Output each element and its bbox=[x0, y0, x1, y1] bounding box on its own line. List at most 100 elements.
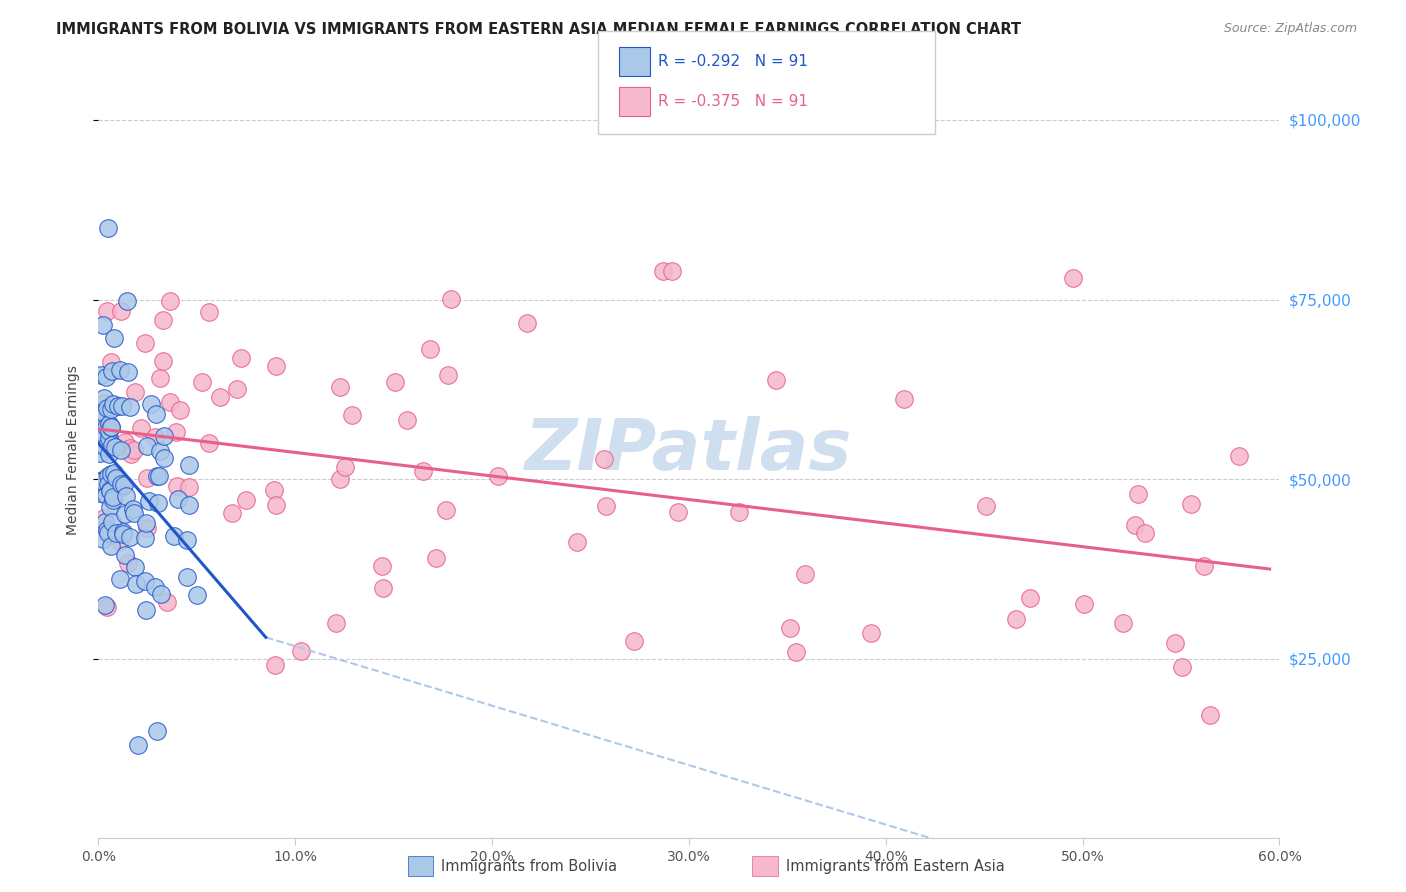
Y-axis label: Median Female Earnings: Median Female Earnings bbox=[66, 366, 80, 535]
Point bbox=[1180, 497, 1202, 511]
Point bbox=[135, 471, 157, 485]
Point bbox=[139, 397, 162, 411]
Point bbox=[103, 331, 125, 345]
Point bbox=[115, 294, 138, 309]
Point bbox=[325, 615, 347, 630]
Text: ZIPatlas: ZIPatlas bbox=[526, 416, 852, 485]
Point bbox=[98, 447, 121, 461]
Point bbox=[145, 408, 167, 422]
Point bbox=[93, 472, 115, 486]
Point bbox=[135, 439, 157, 453]
Point bbox=[100, 419, 122, 434]
Point bbox=[486, 469, 509, 483]
Text: Source: ZipAtlas.com: Source: ZipAtlas.com bbox=[1223, 22, 1357, 36]
Point bbox=[198, 305, 221, 319]
Point bbox=[100, 401, 122, 416]
Text: R = -0.375   N = 91: R = -0.375 N = 91 bbox=[658, 95, 808, 109]
Point bbox=[94, 440, 117, 454]
Point bbox=[264, 359, 287, 373]
Point bbox=[728, 505, 751, 519]
Point bbox=[112, 527, 135, 541]
Point bbox=[177, 498, 200, 512]
Point bbox=[565, 535, 588, 549]
Point bbox=[263, 483, 285, 497]
Point bbox=[1199, 708, 1222, 723]
Point bbox=[235, 492, 257, 507]
Point bbox=[143, 430, 166, 444]
Point bbox=[96, 523, 118, 537]
Point bbox=[100, 539, 122, 553]
Point bbox=[127, 738, 149, 752]
Point bbox=[110, 534, 132, 549]
Point bbox=[94, 599, 117, 613]
Point bbox=[114, 548, 136, 562]
Point bbox=[97, 220, 120, 235]
Point bbox=[114, 507, 136, 521]
Point bbox=[118, 442, 141, 456]
Point bbox=[371, 581, 394, 595]
Point bbox=[91, 318, 114, 332]
Point bbox=[108, 362, 131, 376]
Point bbox=[110, 304, 132, 318]
Point bbox=[177, 458, 200, 472]
Point bbox=[114, 489, 136, 503]
Point bbox=[1126, 486, 1149, 500]
Point bbox=[167, 492, 190, 507]
Point bbox=[89, 409, 111, 424]
Point bbox=[1062, 271, 1084, 285]
Point bbox=[329, 380, 352, 394]
Point bbox=[124, 385, 146, 400]
Point bbox=[159, 294, 181, 309]
Point bbox=[290, 644, 312, 658]
Point bbox=[593, 451, 616, 466]
Point bbox=[1164, 635, 1187, 649]
Point bbox=[121, 501, 143, 516]
Point bbox=[440, 293, 463, 307]
Point bbox=[329, 472, 352, 486]
Point bbox=[436, 368, 458, 382]
Point bbox=[89, 474, 111, 488]
Point bbox=[1073, 597, 1095, 611]
Point bbox=[98, 424, 121, 438]
Point bbox=[412, 464, 434, 478]
Point bbox=[176, 570, 198, 584]
Point bbox=[169, 402, 191, 417]
Point bbox=[110, 443, 132, 458]
Point bbox=[666, 505, 689, 519]
Point bbox=[153, 429, 176, 443]
Point bbox=[152, 353, 174, 368]
Point bbox=[1170, 660, 1192, 674]
Point bbox=[661, 264, 683, 278]
Point bbox=[793, 567, 815, 582]
Point bbox=[1019, 591, 1042, 605]
Point bbox=[333, 459, 356, 474]
Point bbox=[134, 531, 156, 545]
Point bbox=[89, 486, 111, 500]
Point bbox=[396, 413, 419, 427]
Point bbox=[779, 621, 801, 635]
Point bbox=[111, 480, 134, 494]
Point bbox=[176, 533, 198, 547]
Point bbox=[191, 375, 214, 389]
Point bbox=[1192, 559, 1215, 574]
Point bbox=[101, 492, 124, 507]
Point bbox=[425, 551, 447, 566]
Point bbox=[94, 488, 117, 502]
Point bbox=[370, 558, 392, 573]
Point bbox=[105, 525, 128, 540]
Point bbox=[103, 466, 125, 480]
Point bbox=[94, 420, 117, 434]
Point bbox=[96, 303, 118, 318]
Point bbox=[90, 426, 112, 441]
Point bbox=[186, 588, 208, 602]
Point bbox=[340, 408, 363, 422]
Point bbox=[264, 658, 287, 673]
Point bbox=[384, 375, 406, 389]
Point bbox=[221, 506, 243, 520]
Point bbox=[229, 351, 252, 366]
Point bbox=[101, 397, 124, 411]
Point bbox=[120, 530, 142, 544]
Point bbox=[893, 392, 915, 407]
Point bbox=[146, 468, 169, 483]
Point bbox=[148, 469, 170, 483]
